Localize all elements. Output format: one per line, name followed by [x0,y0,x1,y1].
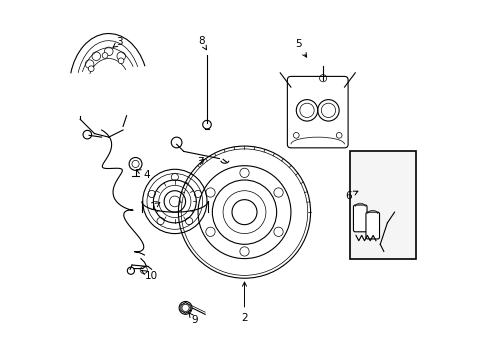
Bar [349,152,415,258]
FancyBboxPatch shape [353,205,366,232]
Text: 6: 6 [344,191,357,201]
Text: 4: 4 [136,170,149,180]
Text: 8: 8 [198,36,206,50]
Text: 5: 5 [294,39,306,57]
Text: 7: 7 [197,157,204,167]
Text: 9: 9 [188,312,198,325]
Circle shape [118,58,123,64]
FancyBboxPatch shape [365,212,379,239]
Circle shape [88,66,94,72]
Text: 2: 2 [241,282,247,323]
Text: 10: 10 [142,271,158,282]
Text: 1: 1 [150,202,160,212]
Text: 3: 3 [113,37,122,48]
Circle shape [102,53,108,58]
